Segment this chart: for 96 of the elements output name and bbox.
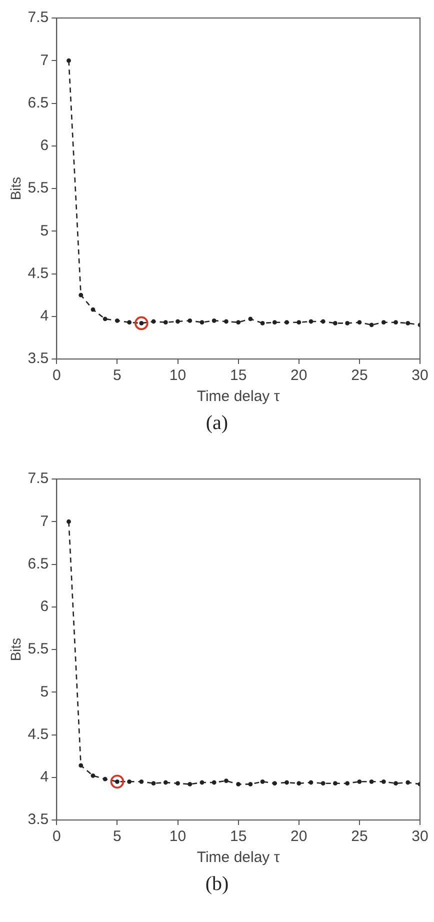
y-tick-label: 7.5 xyxy=(28,9,49,26)
text: (a) xyxy=(204,412,230,435)
point xyxy=(320,781,326,786)
point xyxy=(345,781,350,786)
point xyxy=(212,318,216,323)
point xyxy=(320,319,326,324)
point xyxy=(272,781,277,786)
point xyxy=(66,519,71,524)
point xyxy=(284,320,289,325)
point xyxy=(163,780,168,785)
point xyxy=(296,781,302,786)
point xyxy=(272,320,277,325)
point xyxy=(134,316,148,330)
point xyxy=(90,307,96,312)
point xyxy=(345,320,350,326)
y-tick-label: 7.5 xyxy=(28,470,49,488)
y-tick-label: 4.5 xyxy=(28,264,49,282)
y-tick-label: 7 xyxy=(40,512,49,530)
point xyxy=(357,779,362,784)
x-tick-label: 5 xyxy=(113,367,122,384)
point xyxy=(78,763,84,768)
x-tick-label: 15 xyxy=(230,367,247,384)
point xyxy=(127,779,132,784)
point xyxy=(212,780,216,785)
point xyxy=(151,781,156,786)
y-tick-label: 3.5 xyxy=(28,350,49,368)
point xyxy=(110,774,124,789)
y-tick-label: 6.5 xyxy=(28,555,49,572)
point xyxy=(381,779,386,784)
point xyxy=(224,319,228,324)
point xyxy=(90,773,96,778)
point xyxy=(406,320,410,326)
point xyxy=(66,58,71,63)
point xyxy=(406,780,410,785)
point xyxy=(369,779,374,784)
point xyxy=(188,782,192,786)
y-tick-label: 3.5 xyxy=(28,811,49,828)
point xyxy=(369,322,374,328)
y-tick-label: 4 xyxy=(40,768,49,786)
y-tick-label: 5 xyxy=(40,683,49,700)
x-axis-title: Time delay τ xyxy=(196,849,280,866)
y-axis-title: Bits xyxy=(7,176,24,200)
point xyxy=(102,316,108,322)
x-tick-label: 25 xyxy=(351,367,368,384)
point xyxy=(333,781,338,786)
point xyxy=(236,782,241,786)
x-tick-label: 20 xyxy=(290,367,308,384)
point xyxy=(151,319,156,324)
point xyxy=(333,320,338,326)
point xyxy=(176,319,180,324)
y-tick-label: 5.5 xyxy=(28,180,49,197)
x-axis-title: Time delay τ xyxy=(196,388,280,406)
point xyxy=(394,320,398,325)
y-tick-label: 6.5 xyxy=(28,94,49,112)
point xyxy=(284,780,289,785)
x-tick-label: 10 xyxy=(169,367,186,384)
y-tick-label: 5.5 xyxy=(28,640,49,658)
point xyxy=(78,292,84,298)
point xyxy=(200,320,204,325)
y-tick-label: 7 xyxy=(40,52,49,69)
y-tick-label: 4 xyxy=(40,308,49,325)
point xyxy=(394,781,398,786)
x-tick-label: 30 xyxy=(412,828,428,846)
point xyxy=(188,318,192,323)
point xyxy=(200,780,204,785)
x-tick-label: 20 xyxy=(290,828,308,846)
point xyxy=(139,779,144,784)
y-tick-label: 6 xyxy=(40,137,49,154)
text: (b) xyxy=(204,873,230,896)
point xyxy=(115,318,120,323)
point xyxy=(260,779,265,784)
x-tick-label: 0 xyxy=(52,828,61,846)
point xyxy=(357,320,362,325)
point xyxy=(236,320,241,325)
x-tick-label: 5 xyxy=(113,828,122,846)
y-axis-title: Bits xyxy=(7,638,24,662)
point xyxy=(296,320,302,325)
point xyxy=(224,778,228,783)
point xyxy=(260,320,265,326)
point xyxy=(163,320,168,325)
point xyxy=(308,319,314,324)
x-tick-label: 15 xyxy=(230,828,247,846)
y-tick-label: 6 xyxy=(40,598,49,616)
point xyxy=(308,780,314,785)
y-tick-label: 4.5 xyxy=(28,726,49,743)
point xyxy=(381,320,386,325)
point xyxy=(248,316,253,322)
y-tick-label: 5 xyxy=(40,222,49,240)
point xyxy=(127,320,132,325)
point xyxy=(102,776,108,782)
x-tick-label: 10 xyxy=(169,828,186,846)
point xyxy=(248,782,253,786)
x-tick-label: 25 xyxy=(351,828,368,846)
x-tick-label: 30 xyxy=(412,367,428,384)
point xyxy=(176,781,180,786)
x-tick-label: 0 xyxy=(52,367,61,384)
